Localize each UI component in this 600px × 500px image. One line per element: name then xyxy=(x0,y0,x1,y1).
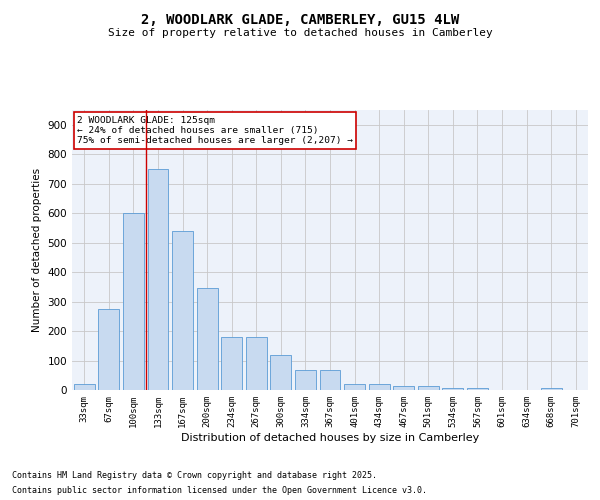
Bar xyxy=(246,337,267,390)
Bar xyxy=(418,386,439,390)
Bar xyxy=(74,384,95,390)
Bar xyxy=(344,384,365,390)
Bar xyxy=(148,169,169,390)
Bar xyxy=(541,388,562,390)
Bar xyxy=(221,337,242,390)
Bar xyxy=(271,354,292,390)
Text: 2, WOODLARK GLADE, CAMBERLEY, GU15 4LW: 2, WOODLARK GLADE, CAMBERLEY, GU15 4LW xyxy=(141,12,459,26)
Bar xyxy=(123,213,144,390)
Bar xyxy=(393,386,414,390)
Text: Contains public sector information licensed under the Open Government Licence v3: Contains public sector information licen… xyxy=(12,486,427,495)
X-axis label: Distribution of detached houses by size in Camberley: Distribution of detached houses by size … xyxy=(181,432,479,442)
Text: 2 WOODLARK GLADE: 125sqm
← 24% of detached houses are smaller (715)
75% of semi-: 2 WOODLARK GLADE: 125sqm ← 24% of detach… xyxy=(77,116,353,146)
Y-axis label: Number of detached properties: Number of detached properties xyxy=(32,168,42,332)
Text: Contains HM Land Registry data © Crown copyright and database right 2025.: Contains HM Land Registry data © Crown c… xyxy=(12,471,377,480)
Bar xyxy=(172,231,193,390)
Bar xyxy=(442,388,463,390)
Bar xyxy=(368,384,389,390)
Bar xyxy=(197,288,218,390)
Text: Size of property relative to detached houses in Camberley: Size of property relative to detached ho… xyxy=(107,28,493,38)
Bar xyxy=(98,309,119,390)
Bar xyxy=(295,370,316,390)
Bar xyxy=(320,370,340,390)
Bar xyxy=(467,388,488,390)
